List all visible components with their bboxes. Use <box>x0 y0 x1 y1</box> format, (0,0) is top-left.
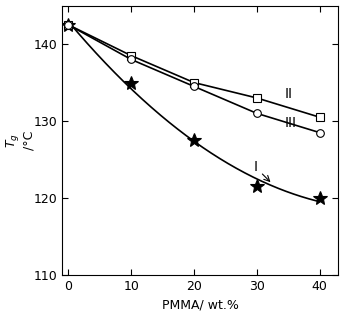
Text: I: I <box>254 160 270 181</box>
Text: III: III <box>285 116 297 130</box>
Text: $T_g$: $T_g$ <box>4 133 21 148</box>
X-axis label: PMMA/ wt.%: PMMA/ wt.% <box>162 298 239 311</box>
Text: /°C: /°C <box>22 131 35 150</box>
Text: II: II <box>285 87 293 101</box>
